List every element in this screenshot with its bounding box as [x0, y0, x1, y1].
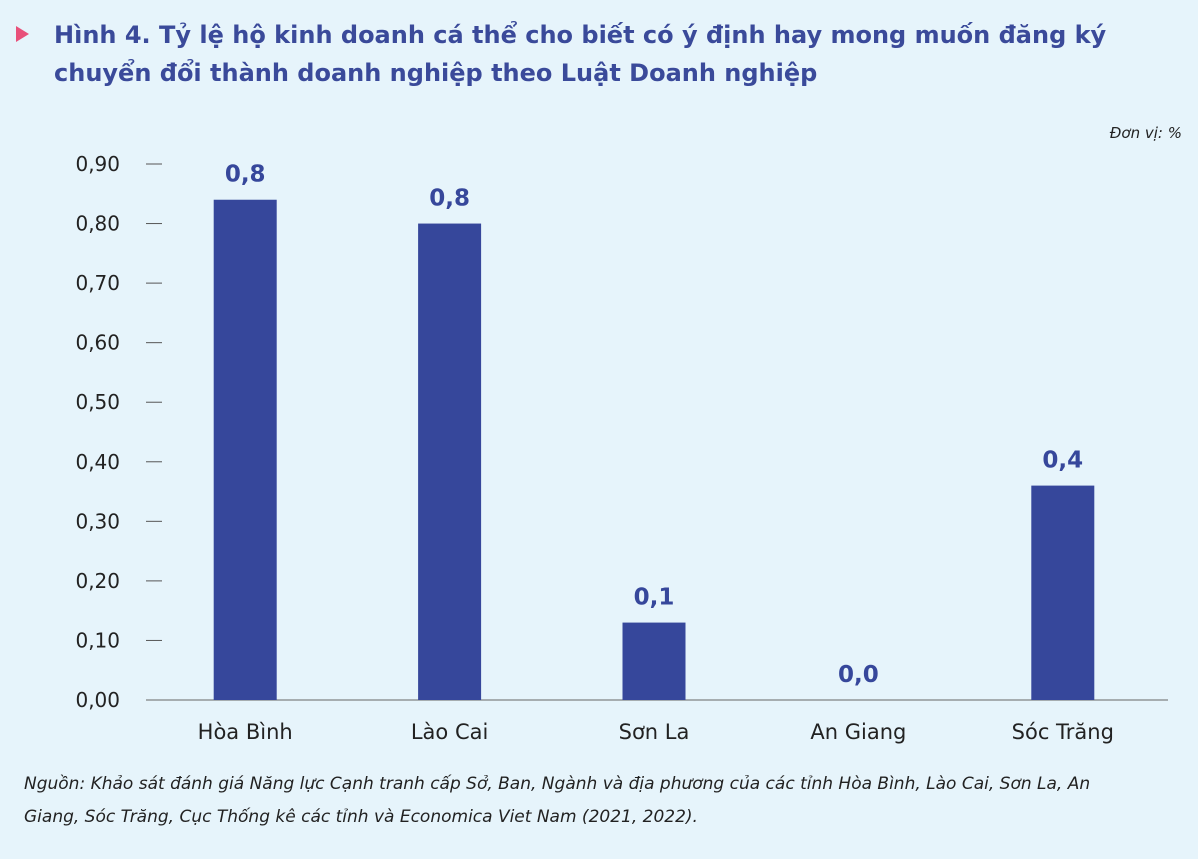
y-tick-label: 0,50 — [75, 390, 120, 414]
data-label: 0,0 — [838, 662, 879, 688]
data-label: 0,8 — [429, 186, 470, 212]
y-tick-label: 0,00 — [75, 688, 120, 712]
x-tick-label: Hòa Bình — [198, 720, 293, 744]
data-label: 0,4 — [1042, 448, 1083, 474]
bar — [213, 199, 277, 700]
y-tick-label: 0,10 — [75, 628, 120, 652]
y-tick-label: 0,40 — [75, 450, 120, 474]
y-tick-label: 0,30 — [75, 509, 120, 533]
y-tick-label: 0,20 — [75, 569, 120, 593]
unit-label: Đơn vị: % — [1109, 124, 1182, 142]
y-tick-label: 0,80 — [75, 212, 120, 236]
y-tick-label: 0,90 — [75, 152, 120, 176]
bar — [418, 223, 482, 701]
title-marker-icon — [16, 26, 29, 42]
x-tick-label: Lào Cai — [411, 720, 488, 744]
x-tick-label: An Giang — [810, 720, 906, 744]
y-tick-label: 0,60 — [75, 331, 120, 355]
bar — [1031, 485, 1095, 700]
data-label: 0,8 — [225, 162, 266, 188]
bar — [622, 622, 686, 700]
x-tick-label: Sơn La — [619, 720, 690, 744]
x-tick-label: Sóc Trăng — [1012, 720, 1114, 744]
chart-title: Hình 4. Tỷ lệ hộ kinh doanh cá thể cho b… — [54, 21, 1107, 87]
data-label: 0,1 — [634, 585, 675, 611]
y-tick-label: 0,70 — [75, 271, 120, 295]
source-note: Nguồn: Khảo sát đánh giá Năng lực Cạnh t… — [24, 774, 1091, 827]
